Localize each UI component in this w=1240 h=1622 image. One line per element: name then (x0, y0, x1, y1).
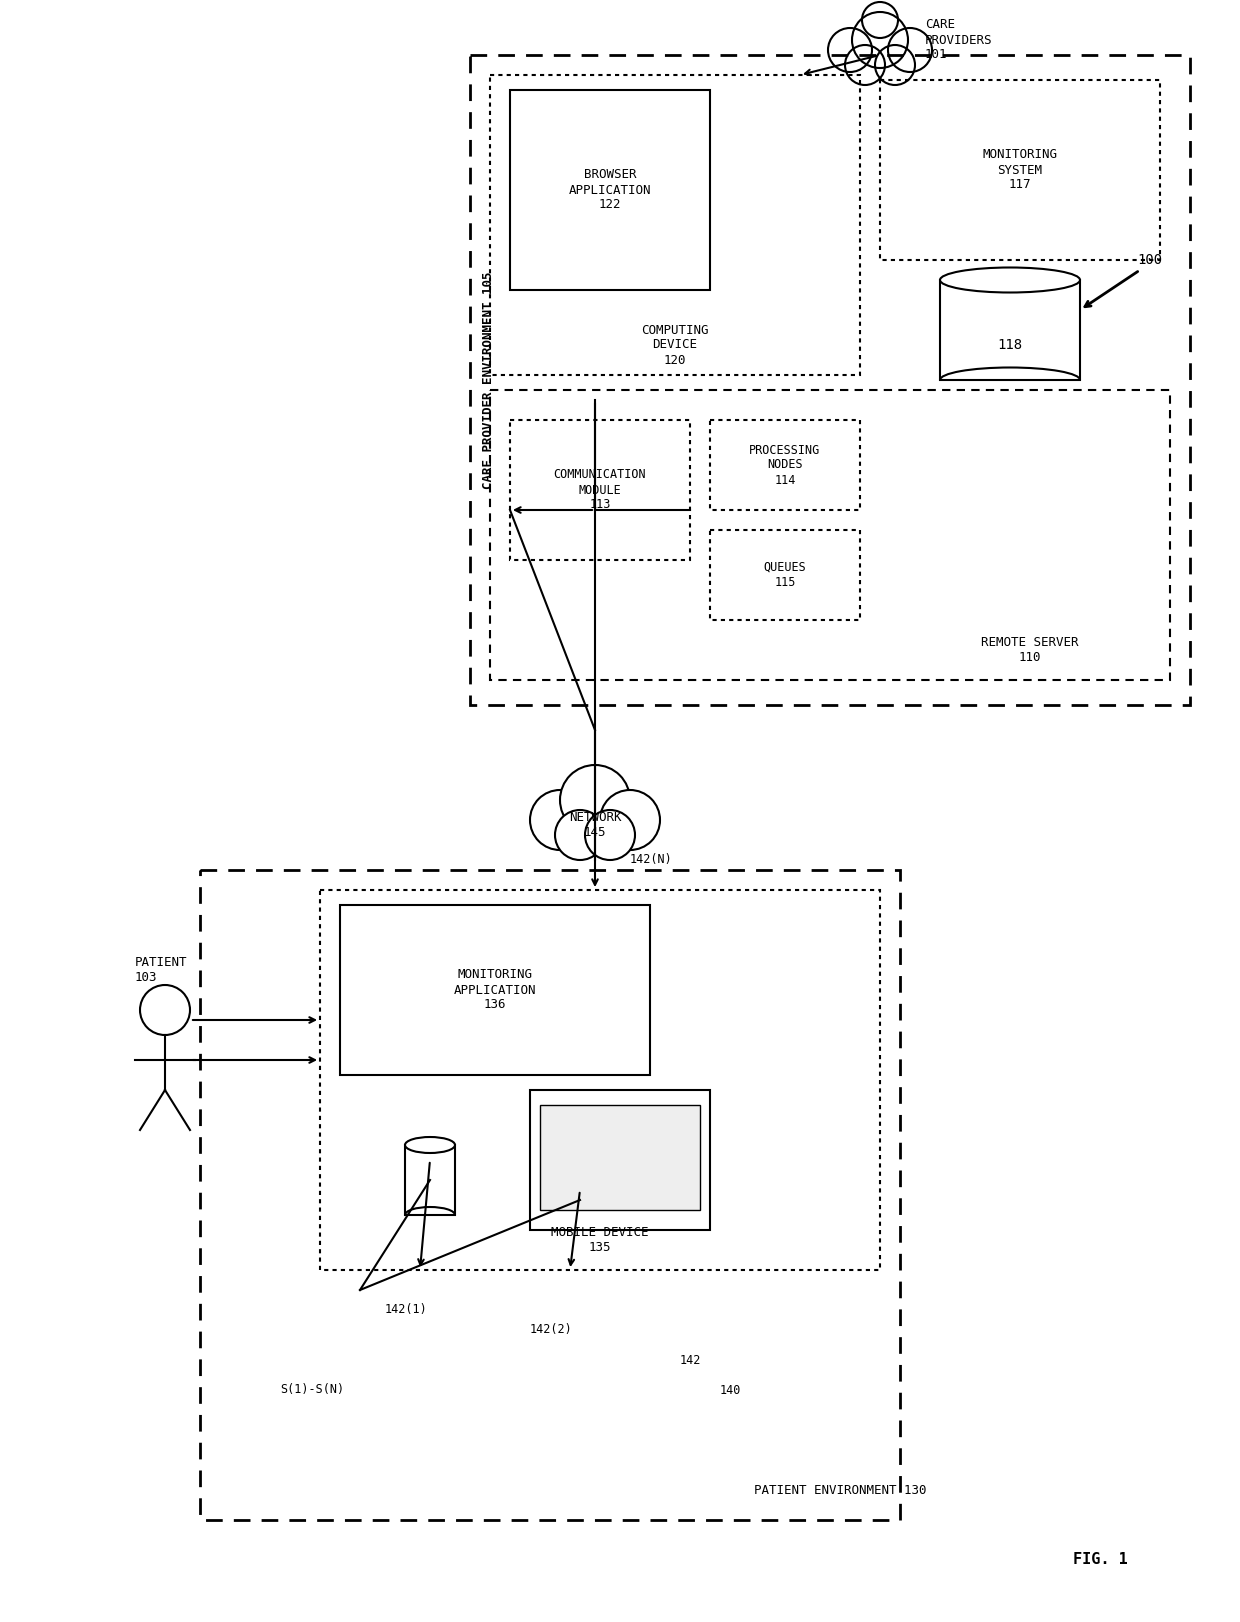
Circle shape (560, 766, 630, 835)
Polygon shape (405, 1145, 455, 1215)
Text: REMOTE SERVER
110: REMOTE SERVER 110 (981, 636, 1079, 663)
Text: COMPUTING
DEVICE
120: COMPUTING DEVICE 120 (641, 323, 709, 367)
Text: PATIENT ENVIRONMENT 130: PATIENT ENVIRONMENT 130 (754, 1484, 926, 1497)
Text: MOBILE DEVICE
135: MOBILE DEVICE 135 (552, 1226, 649, 1254)
Text: MONITORING
SYSTEM
117: MONITORING SYSTEM 117 (982, 149, 1058, 191)
Circle shape (529, 790, 590, 850)
Text: 142(2): 142(2) (529, 1324, 573, 1337)
Text: FIG. 1: FIG. 1 (1073, 1552, 1127, 1567)
Text: 100: 100 (1137, 253, 1163, 268)
Polygon shape (340, 905, 650, 1075)
Text: MONITORING
APPLICATION
136: MONITORING APPLICATION 136 (454, 968, 536, 1012)
Polygon shape (940, 281, 1080, 380)
Text: PATIENT
103: PATIENT 103 (135, 955, 187, 985)
Text: QUEUES
115: QUEUES 115 (764, 561, 806, 589)
Text: CARE
PROVIDERS
101: CARE PROVIDERS 101 (925, 18, 992, 62)
Text: 142(N): 142(N) (630, 853, 673, 866)
Text: COMMUNICATION
MODULE
113: COMMUNICATION MODULE 113 (554, 469, 646, 511)
Ellipse shape (405, 1137, 455, 1153)
Text: 140: 140 (720, 1384, 742, 1397)
Circle shape (556, 809, 605, 860)
Text: BROWSER
APPLICATION
122: BROWSER APPLICATION 122 (569, 169, 651, 211)
Text: 142: 142 (680, 1353, 702, 1366)
Text: NETWORK
145: NETWORK 145 (569, 811, 621, 839)
Circle shape (600, 790, 660, 850)
Text: CARE PROVIDER ENVIRONMENT 105: CARE PROVIDER ENVIRONMENT 105 (481, 271, 495, 488)
Text: PROCESSING
NODES
114: PROCESSING NODES 114 (749, 443, 821, 487)
Polygon shape (529, 1090, 711, 1229)
Text: S(1)-S(N): S(1)-S(N) (280, 1384, 345, 1397)
Polygon shape (539, 1105, 701, 1210)
Polygon shape (510, 89, 711, 290)
Text: 142(1): 142(1) (384, 1304, 428, 1317)
Ellipse shape (940, 268, 1080, 292)
Circle shape (585, 809, 635, 860)
Text: 118: 118 (997, 337, 1023, 352)
